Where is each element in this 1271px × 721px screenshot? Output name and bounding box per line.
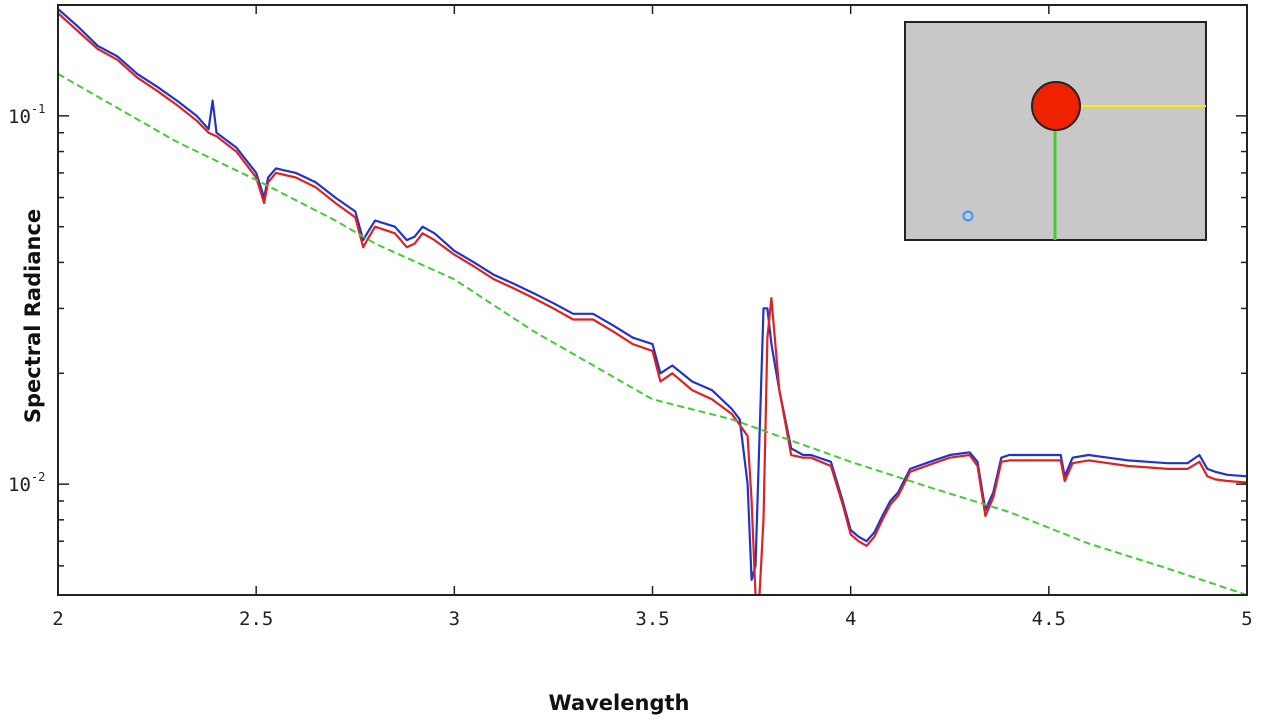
x-tick-label: 3.5 xyxy=(635,608,669,630)
ticks-layer: 2 2.5 3 3.5 4 4.5 5 10-1 10-2 xyxy=(8,5,1253,630)
series-layer xyxy=(58,8,1247,595)
inset-sun-disc xyxy=(1031,81,1081,131)
x-tick-label: 4 xyxy=(845,608,856,630)
x-tick-label: 2 xyxy=(52,608,63,630)
series-line-1 xyxy=(58,8,1247,581)
x-tick-label: 4.5 xyxy=(1032,608,1066,630)
series-line-2 xyxy=(58,12,1247,595)
y-tick-label: 10-2 xyxy=(8,470,45,496)
y-axis-title: Spectral Radiance xyxy=(21,209,45,423)
series-line-3 xyxy=(58,73,1247,595)
inset-observer-point xyxy=(962,210,974,222)
x-tick-label: 3 xyxy=(449,608,460,630)
x-tick-label: 2.5 xyxy=(239,608,273,630)
x-tick-label: 5 xyxy=(1241,608,1252,630)
x-axis-title: Wavelength xyxy=(549,691,690,715)
inset-diagram xyxy=(904,21,1207,241)
y-tick-label: 10-1 xyxy=(8,102,45,128)
